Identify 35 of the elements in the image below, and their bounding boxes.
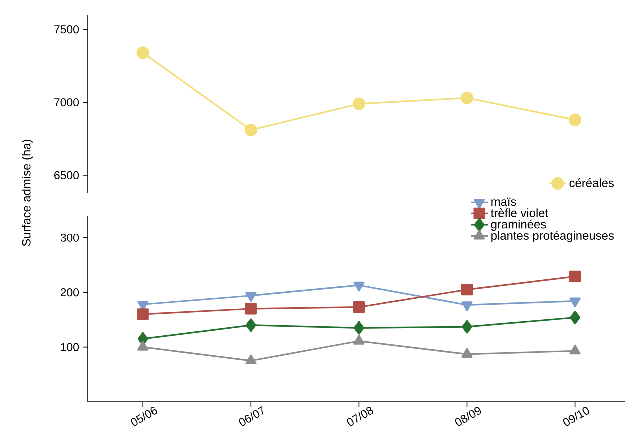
legend-label: maïs [492,198,516,206]
point [354,334,365,345]
point [570,344,581,355]
x-tick-label: 09/10 [563,407,590,426]
point [460,92,474,104]
point [352,98,366,110]
point [138,340,149,351]
legend-label: céréales [570,178,614,188]
point [462,302,473,312]
y-axis-title: Surface admise (ha) [22,140,34,246]
y-tick-label: 100 [61,343,80,352]
point [244,124,258,137]
legend-label: graminées [491,220,546,232]
point [570,298,581,308]
point [137,308,149,320]
point [462,320,473,334]
point [569,114,582,126]
point [462,348,473,358]
y-tick-label: 200 [60,288,80,297]
point [136,46,150,60]
y-tick-label: 7000 [54,98,80,107]
y-tick-label: 7500 [54,26,80,34]
legend-label: plantes protéagineuses [492,231,614,242]
point [246,292,257,302]
point [246,318,256,332]
point [570,310,581,325]
y-tick-label: 6500 [54,171,80,180]
point [354,282,365,292]
point [245,303,257,315]
legend-label: trèfle violet [491,208,549,218]
point [354,321,365,335]
point [461,284,474,296]
y-tick-label: 300 [60,234,80,242]
point [353,302,366,314]
point [246,354,257,365]
